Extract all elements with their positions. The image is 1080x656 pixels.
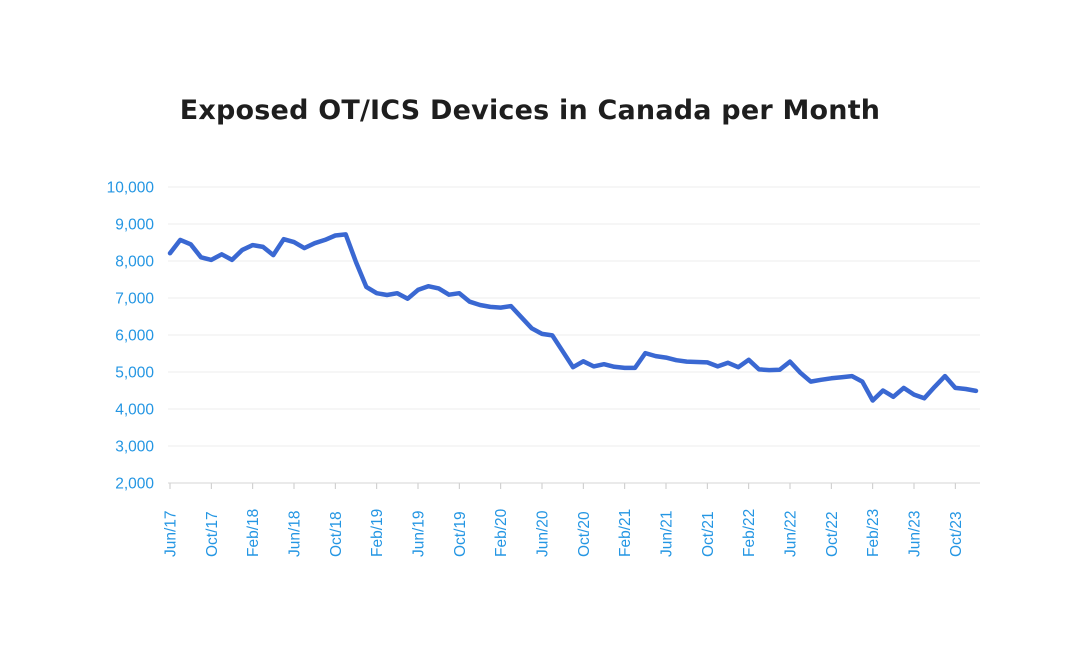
y-axis-tick-label: 9,000 [115, 217, 154, 234]
x-axis-tick-label: Feb/22 [741, 509, 758, 557]
x-axis-tick-label: Oct/22 [824, 511, 841, 557]
x-axis-tick-label: Oct/21 [700, 511, 717, 557]
x-axis-tick-label: Feb/23 [865, 509, 882, 557]
x-axis-tick-label: Oct/20 [576, 511, 593, 557]
x-axis-tick-label: Oct/23 [948, 511, 965, 557]
x-axis-tick-label: Feb/19 [369, 509, 386, 557]
y-axis-tick-label: 2,000 [115, 476, 154, 493]
x-axis-tick-label: Feb/20 [493, 508, 510, 557]
x-axis-tick-label: Jun/17 [163, 510, 180, 557]
data-line-exposed-devices [167, 232, 979, 403]
x-axis-tick-label: Feb/18 [245, 509, 262, 557]
x-axis-tick-label: Feb/21 [617, 509, 634, 557]
x-axis-tick-label: Jun/19 [411, 510, 428, 557]
x-axis-tick-label: Jun/22 [783, 510, 800, 557]
y-axis-tick-label: 10,000 [107, 180, 155, 197]
y-axis-tick-label: 4,000 [115, 402, 154, 419]
x-axis-tick-label: Jun/18 [287, 510, 304, 557]
y-axis-tick-label: 6,000 [115, 328, 154, 345]
x-axis-tick-label: Oct/18 [328, 511, 345, 557]
x-axis-tick-label: Jun/20 [535, 510, 552, 557]
x-axis-tick-label: Jun/23 [907, 510, 924, 557]
x-axis-tick-label: Oct/19 [452, 511, 469, 557]
y-axis-tick-label: 7,000 [115, 291, 154, 308]
x-axis-tick-label: Jun/21 [659, 510, 676, 557]
x-axis-tick-label: Oct/17 [204, 511, 221, 557]
y-axis-tick-label: 5,000 [115, 365, 154, 382]
y-axis-tick-label: 3,000 [115, 439, 154, 456]
y-axis-tick-label: 8,000 [115, 254, 154, 271]
chart-title: Exposed OT/ICS Devices in Canada per Mon… [179, 95, 881, 126]
